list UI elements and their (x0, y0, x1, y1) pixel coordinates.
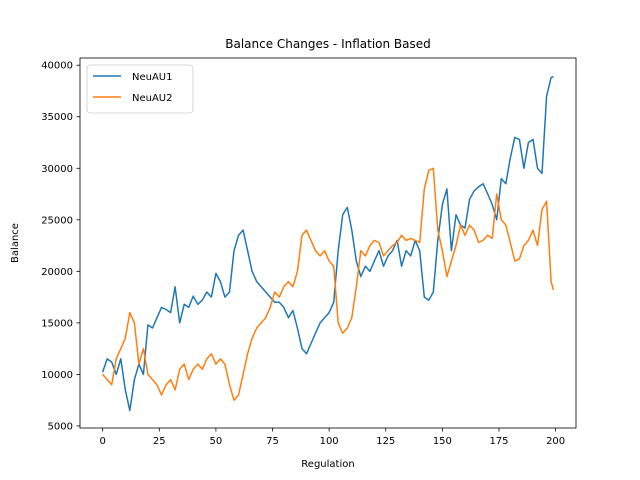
y-tick-label: 10000 (41, 370, 73, 381)
x-tick-label: 75 (266, 436, 279, 447)
x-tick-label: 175 (489, 436, 508, 447)
x-tick-label: 25 (153, 436, 166, 447)
axes-frame (79, 57, 577, 429)
legend-box (86, 64, 194, 114)
y-tick-label: 25000 (41, 215, 73, 226)
x-tick-label: 125 (376, 436, 395, 447)
y-axis-ticks: 5000 10000 15000 20000 25000 30000 35000 40000 (41, 61, 80, 432)
series-line-neuau2 (102, 167, 555, 401)
series-line-neuau1 (101, 75, 554, 412)
y-tick-label: 30000 (41, 164, 73, 175)
y-tick-label: 40000 (41, 61, 73, 72)
x-tick-label: 100 (320, 436, 339, 447)
y-tick-label: 15000 (41, 318, 73, 329)
legend: NeuAU1 NeuAU2 (86, 64, 194, 114)
x-tick-label: 200 (546, 436, 565, 447)
y-axis-label: Balance (10, 223, 21, 263)
x-tick-label: 150 (433, 436, 452, 447)
plot-lines (101, 75, 555, 412)
y-tick-label: 35000 (41, 112, 73, 123)
x-axis-ticks: 0 25 50 75 100 125 150 175 200 (99, 428, 565, 447)
x-tick-label: 50 (210, 436, 223, 447)
legend-label-neuau1: NeuAU1 (132, 72, 173, 83)
y-tick-label: 20000 (41, 267, 73, 278)
y-tick-label: 5000 (48, 421, 73, 432)
x-axis-label: Regulation (301, 459, 354, 470)
legend-label-neuau2: NeuAU2 (132, 93, 173, 104)
x-tick-label: 0 (99, 436, 105, 447)
chart-title: Balance Changes - Inflation Based (225, 37, 431, 51)
